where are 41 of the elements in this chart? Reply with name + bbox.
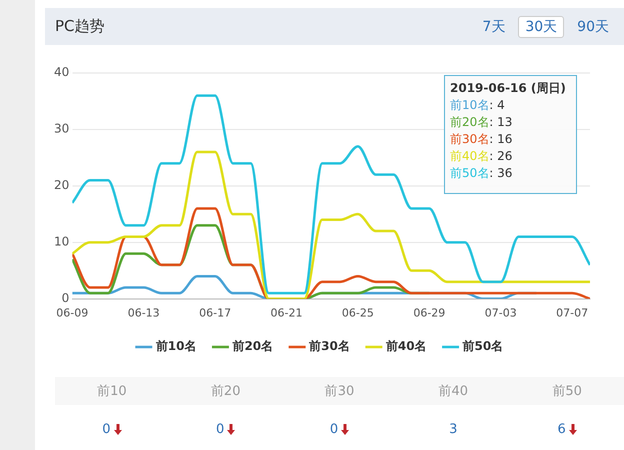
category-label: 前40 <box>438 383 470 400</box>
data-label: 6 <box>557 422 566 436</box>
legend-label: 前40名 <box>384 339 427 354</box>
x-tick-label: 06-13 <box>128 306 160 320</box>
x-tick-label: 06-09 <box>56 306 88 320</box>
y-tick-label: 40 <box>54 65 70 80</box>
text: 30天 <box>518 16 564 38</box>
x-tick-label: 06-17 <box>199 306 232 320</box>
text: 7天 <box>481 18 506 36</box>
x-tick-label: 06-21 <box>270 306 302 320</box>
line-series <box>72 150 590 299</box>
line-series <box>72 94 590 294</box>
x-tick-label: 06-29 <box>413 306 446 320</box>
legend-label: 前30名 <box>308 339 350 354</box>
legend-label: 前10名 <box>154 339 196 354</box>
x-tick-label: 07-07 <box>556 306 588 320</box>
line-series <box>72 207 590 299</box>
annotation: 前20名: 13 <box>450 115 512 130</box>
annotation: 前40名: 26 <box>450 149 512 164</box>
category-label: 前20 <box>210 383 242 400</box>
data-label: 3 <box>449 422 458 436</box>
annotation: 2019-06-16 (周日) <box>450 81 566 96</box>
data-label: 0 <box>216 422 224 436</box>
data-label: 0 <box>330 422 338 436</box>
y-tick-label: 30 <box>54 122 70 136</box>
chart-title: PC趋势 <box>55 17 105 36</box>
annotation: 前50名: 36 <box>450 166 512 180</box>
data-label: 0 <box>102 422 111 436</box>
legend-label: 前20名 <box>231 339 274 354</box>
x-tick-label: 06-25 <box>342 306 374 320</box>
x-tick-label: 07-03 <box>484 306 517 320</box>
annotation: 前30名: 16 <box>450 132 512 146</box>
category-label: 前30 <box>324 383 356 400</box>
category-label: 前50 <box>551 383 583 400</box>
category-label: 前10 <box>96 383 128 400</box>
y-tick-label: 20 <box>54 178 70 192</box>
legend-label: 前50名 <box>462 339 504 354</box>
text: 90天 <box>576 18 610 36</box>
y-tick-label: 0 <box>62 290 70 305</box>
y-tick-label: 10 <box>54 234 70 248</box>
annotation: 前10名: 4 <box>450 98 505 112</box>
